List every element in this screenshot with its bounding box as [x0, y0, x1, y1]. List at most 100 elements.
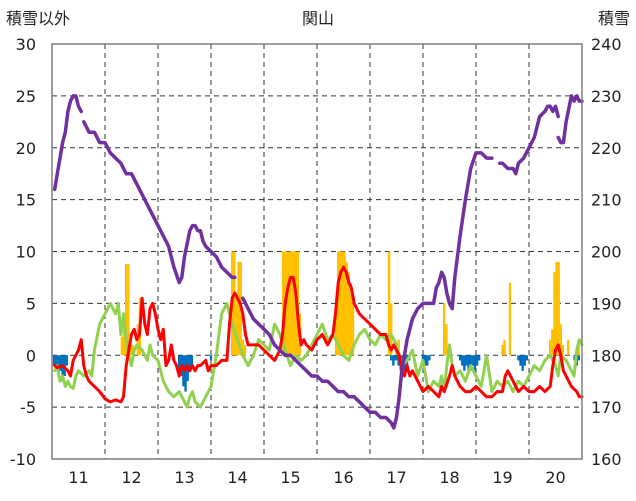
- right-tick-label: 210: [591, 191, 622, 210]
- right-tick-label: 220: [591, 139, 622, 158]
- bar-negative: [458, 355, 462, 361]
- x-tick-label: 16: [333, 468, 353, 487]
- series-line-2: [52, 94, 83, 192]
- series-line-0: [53, 301, 584, 409]
- bar-positive: [567, 339, 570, 356]
- bar-negative: [421, 355, 425, 361]
- x-tick-label: 18: [439, 468, 459, 487]
- bar-positive: [131, 344, 134, 356]
- bar-negative: [465, 355, 468, 366]
- right-tick-label: 190: [591, 294, 622, 313]
- bar-negative: [395, 355, 398, 361]
- bar-positive: [337, 251, 340, 356]
- bar-positive: [561, 344, 565, 356]
- bar-positive: [286, 251, 289, 356]
- bar-positive: [281, 251, 285, 356]
- bar-negative: [477, 355, 481, 361]
- bar-positive: [290, 251, 293, 356]
- bar-positive: [339, 251, 342, 356]
- bar-positive: [445, 324, 448, 356]
- bar-positive: [122, 329, 126, 356]
- x-tick-label: 12: [121, 468, 141, 487]
- right-axis-label: 積雪: [598, 9, 630, 28]
- bar-positive: [243, 344, 247, 356]
- bar-positive: [551, 329, 554, 356]
- series-line-2: [241, 151, 494, 430]
- bar-negative: [190, 355, 194, 366]
- x-tick-label: 17: [386, 468, 406, 487]
- bar-negative: [471, 355, 475, 366]
- bar-positive: [235, 298, 238, 356]
- bar-positive: [120, 336, 124, 356]
- bar-positive: [508, 282, 512, 356]
- bar-negative: [523, 355, 526, 366]
- left-tick-label: -10: [10, 450, 36, 469]
- bar-positive: [555, 261, 558, 356]
- bar-negative: [517, 355, 520, 361]
- gridlines: [52, 44, 582, 459]
- bar-positive: [387, 251, 391, 356]
- bar-positive: [127, 263, 130, 356]
- left-tick-label: 30: [16, 35, 36, 54]
- x-tick-label: 14: [227, 468, 247, 487]
- left-tick-label: 15: [16, 191, 36, 210]
- right-tick-label: 240: [591, 35, 622, 54]
- bar-positive: [443, 303, 446, 356]
- bar-negative: [519, 355, 522, 366]
- bar-negative: [521, 355, 524, 371]
- bar-positive: [349, 282, 353, 356]
- series-line-1: [53, 265, 584, 404]
- bar-positive: [501, 344, 504, 356]
- series-line-2: [498, 104, 560, 176]
- tick-labels: -10 -5 0 5 10 15 20 25 30 160 170 180 190 200 210 220 23…: [10, 35, 622, 487]
- x-tick-label: 20: [545, 468, 565, 487]
- bar-negative: [428, 355, 431, 361]
- bar-positive: [390, 303, 393, 356]
- bar-positive: [125, 263, 128, 356]
- bar-positive: [233, 251, 236, 356]
- bar-negative: [469, 355, 472, 371]
- bar-positive: [553, 272, 556, 356]
- bar-positive: [241, 339, 244, 356]
- bar-negative: [473, 355, 477, 371]
- bar-negative: [209, 355, 213, 361]
- bar-negative: [577, 355, 581, 361]
- left-tick-label: -5: [20, 398, 36, 417]
- bar-positive: [341, 251, 344, 356]
- bar-negative: [392, 355, 395, 366]
- x-tick-label: 15: [280, 468, 300, 487]
- bar-positive: [345, 261, 348, 356]
- bar-negative: [184, 355, 187, 392]
- left-tick-label: 10: [16, 243, 36, 262]
- bar-negative: [59, 355, 62, 371]
- bar-negative: [475, 355, 479, 366]
- bar-negative: [390, 355, 393, 361]
- bar-positive: [292, 251, 295, 356]
- series-line-2: [556, 94, 584, 145]
- bar-negative: [61, 355, 64, 382]
- bar-positive: [549, 339, 552, 356]
- bar-negative: [57, 355, 60, 366]
- bar-negative: [52, 355, 56, 366]
- bar-positive: [503, 339, 506, 356]
- bar-positive: [343, 251, 346, 356]
- bar-positive: [559, 324, 562, 356]
- bar-negative: [178, 355, 181, 371]
- right-tick-label: 180: [591, 346, 622, 365]
- bar-negative: [188, 355, 191, 371]
- right-tick-label: 160: [591, 450, 622, 469]
- bar-positive: [237, 261, 240, 356]
- bar-positive: [288, 251, 291, 356]
- right-tick-label: 170: [591, 398, 622, 417]
- bar-negative: [463, 355, 466, 371]
- bar-positive: [334, 303, 338, 356]
- bar-negative: [423, 355, 427, 366]
- bar-negative: [426, 355, 429, 366]
- series-line-2: [82, 120, 237, 285]
- left-tick-label: 5: [26, 294, 36, 313]
- left-axis-label: 積雪以外: [6, 9, 70, 28]
- bar-positive: [351, 303, 355, 356]
- x-tick-label: 13: [174, 468, 194, 487]
